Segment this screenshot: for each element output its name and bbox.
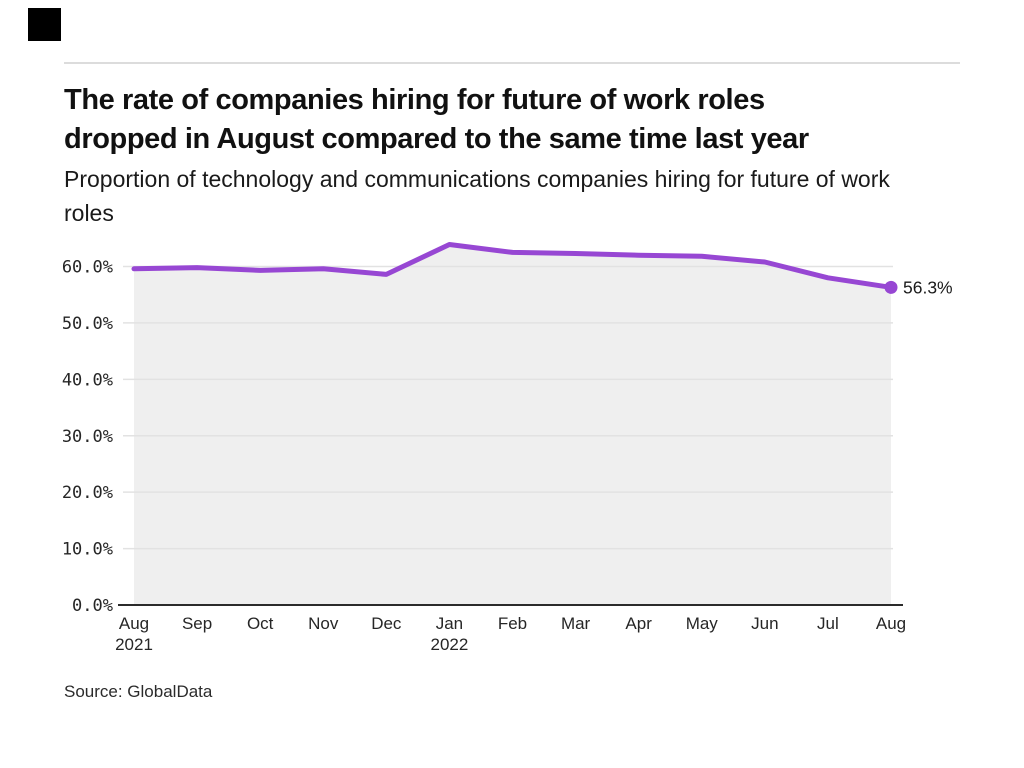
- x-tick-label: Dec: [371, 614, 402, 633]
- y-tick-label: 0.0%: [72, 596, 113, 616]
- source-credit: Source: GlobalData: [64, 682, 213, 701]
- page-title-line1: The rate of companies hiring for future …: [64, 84, 765, 116]
- x-tick-label: Oct: [247, 614, 274, 633]
- x-tick-label: May: [686, 614, 719, 633]
- x-tick-label: Sep: [182, 614, 212, 633]
- x-tick-label: Apr: [625, 614, 652, 633]
- chart-subtitle: Proportion of technology and communicati…: [64, 166, 890, 226]
- y-tick-label: 30.0%: [62, 427, 113, 447]
- header-divider: [64, 62, 960, 64]
- x-tick-label: Aug: [876, 614, 906, 633]
- y-tick-label: 10.0%: [62, 540, 113, 560]
- y-tick-label: 60.0%: [62, 258, 113, 278]
- end-value-label: 56.3%: [903, 277, 953, 297]
- x-tick-label: Jul: [817, 614, 839, 633]
- x-tick-label: Nov: [308, 614, 339, 633]
- page-title-line2: dropped in August compared to the same t…: [64, 123, 809, 155]
- y-tick-label: 40.0%: [62, 370, 113, 390]
- y-tick-label: 20.0%: [62, 483, 113, 503]
- x-tick-label: Aug 2021: [115, 614, 153, 654]
- x-tick-label: Jun: [751, 614, 778, 633]
- x-tick-label: Mar: [561, 614, 591, 633]
- brand-logo-square: [28, 8, 61, 41]
- x-tick-label: Jan 2022: [431, 614, 469, 654]
- area-fill: [134, 244, 891, 605]
- end-point-dot: [884, 280, 898, 294]
- x-tick-label: Feb: [498, 614, 527, 633]
- data-line: [131, 242, 894, 290]
- y-tick-label: 50.0%: [62, 314, 113, 334]
